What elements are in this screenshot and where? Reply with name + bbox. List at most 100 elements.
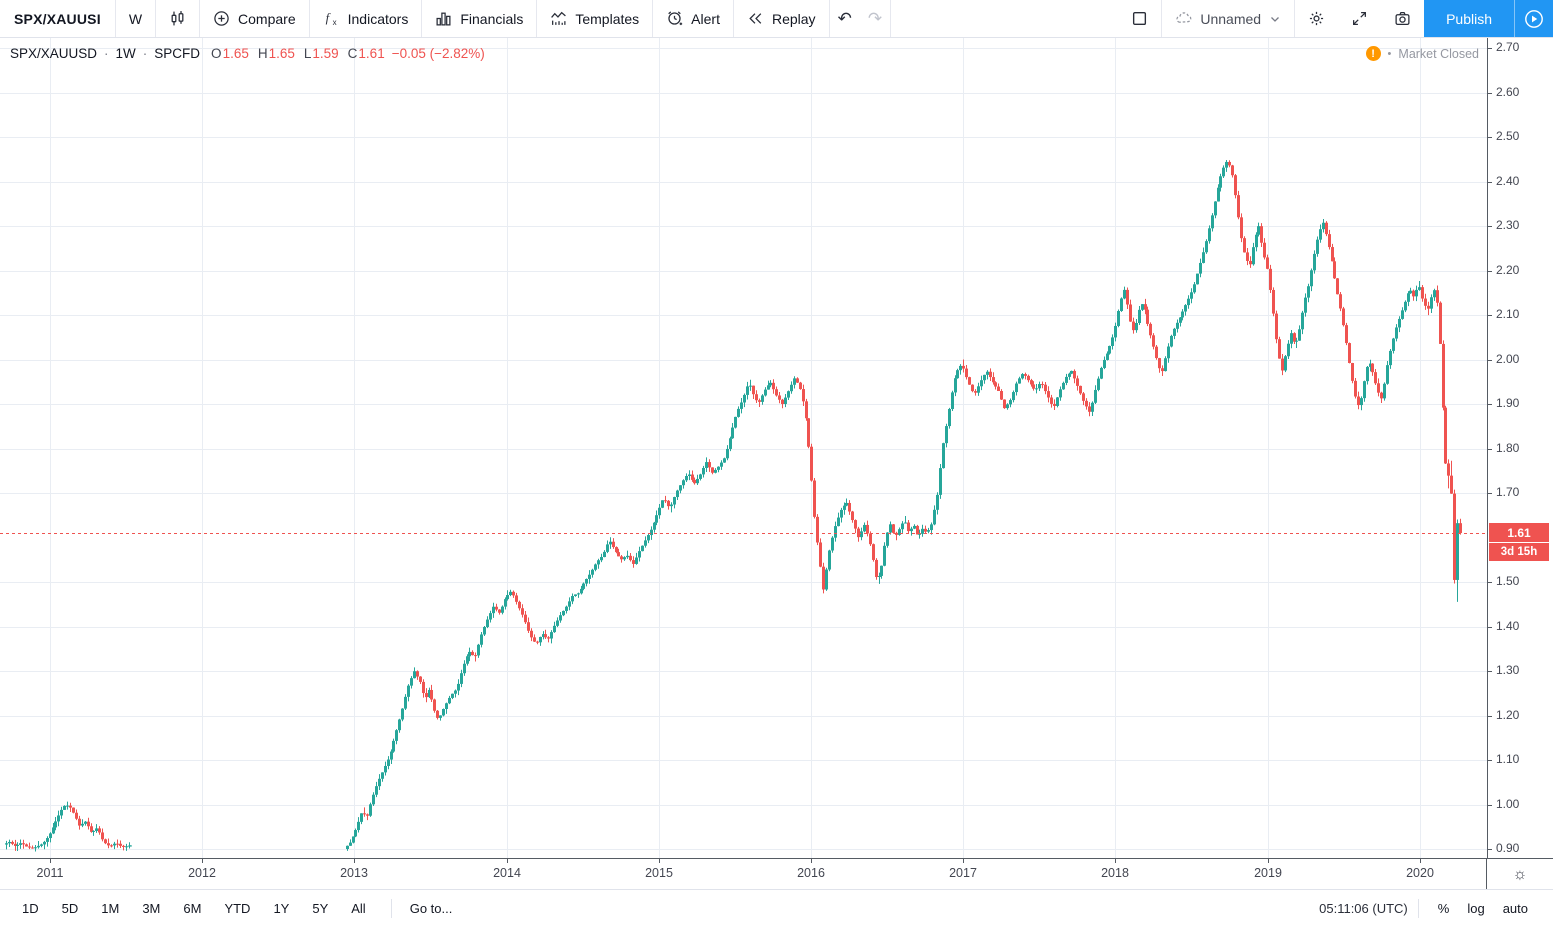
candle-body [113, 843, 116, 846]
candle-body [740, 402, 743, 409]
range-button-5d[interactable]: 5D [61, 900, 79, 916]
candle-body [749, 385, 752, 387]
candle-body [880, 565, 883, 576]
candle-body [1278, 339, 1281, 359]
candle-body [90, 826, 93, 832]
price-tick-mark [1488, 48, 1492, 49]
candle-body [1202, 252, 1205, 263]
symbol-search-button[interactable]: SPX/XAUUSI [14, 10, 101, 27]
price-tick-label: 1.70 [1496, 485, 1520, 499]
candle-body [1307, 286, 1310, 298]
candle-body [942, 443, 945, 469]
publish-button[interactable]: Publish [1424, 0, 1514, 37]
fullscreen-button[interactable] [1338, 0, 1381, 37]
candle-body [1132, 321, 1135, 331]
candle-body [504, 599, 507, 607]
candle-body [454, 690, 457, 694]
market-closed-label: Market Closed [1398, 46, 1479, 61]
candle-body [886, 532, 889, 546]
candle-body [962, 365, 965, 369]
candle-body [582, 583, 585, 589]
range-button-ytd[interactable]: YTD [224, 900, 251, 916]
candle-body [594, 564, 597, 570]
undo-button[interactable]: ↶ [830, 0, 860, 37]
candle-body [87, 821, 90, 827]
candle-body [1068, 373, 1071, 377]
cloud-save-button[interactable]: Unnamed [1162, 0, 1294, 37]
financials-button[interactable]: Financials [422, 0, 536, 37]
indicators-button[interactable]: f x Indicators [310, 0, 422, 37]
ohlc-key: C [347, 46, 358, 61]
play-circle-icon [1525, 9, 1543, 28]
range-button-all[interactable]: All [351, 900, 366, 916]
settings-button[interactable] [1295, 0, 1338, 37]
candle-body [948, 408, 951, 427]
ohlc-legend: SPX/XAUUSD · 1W · SPCFD O 1.65 H 1.65 L 1.59 C… [10, 46, 485, 61]
chart-type-button[interactable] [156, 0, 199, 37]
candle-body [1319, 229, 1322, 240]
alert-button[interactable]: Alert [653, 0, 733, 37]
time-axis[interactable]: ☼ 2011 2012 2013 2014 2015 2016 2017 2018 2019 20… [0, 858, 1553, 890]
chart-pane[interactable]: SPX/XAUUSD · 1W · SPCFD O 1.65 H 1.65 L 1.59 C… [0, 37, 1487, 858]
year-tick-mark [507, 859, 508, 863]
interval-button[interactable]: W [128, 10, 143, 27]
clock-label[interactable]: 05:11:06 (UTC) [1319, 900, 1408, 916]
toolbar-separator [1294, 0, 1296, 37]
range-button-6m[interactable]: 6M [183, 900, 202, 916]
goto-button[interactable]: Go to... [409, 900, 453, 916]
templates-button[interactable]: Templates [537, 0, 652, 37]
redo-button[interactable]: ↷ [860, 0, 890, 37]
candle-body [580, 588, 583, 594]
candle-body [1079, 385, 1082, 394]
candle-body [600, 557, 603, 561]
candle-body [116, 843, 119, 845]
candle-body [1444, 407, 1447, 464]
candle-body [1106, 353, 1109, 360]
range-button-1y[interactable]: 1Y [273, 900, 290, 916]
candle-body [1041, 384, 1044, 386]
candle-body [793, 378, 796, 385]
candle-body [807, 418, 810, 447]
candle-body [410, 678, 413, 686]
candle-body [752, 385, 755, 395]
candle-body [1333, 261, 1336, 279]
range-button-3m[interactable]: 3M [142, 900, 161, 916]
percent-scale-button[interactable]: % [1437, 900, 1450, 916]
candle-body [1389, 350, 1392, 366]
legend-symbol[interactable]: SPX/XAUUSD [10, 46, 98, 61]
candlestick-chart[interactable] [0, 37, 1487, 858]
range-button-1d[interactable]: 1D [22, 900, 39, 916]
range-button-5y[interactable]: 5Y [312, 900, 329, 916]
candle-body [1205, 241, 1208, 253]
ohlc-value: 1.59 [312, 46, 339, 61]
candle-body [28, 846, 31, 848]
layout-button[interactable] [1118, 0, 1161, 37]
candle-body [442, 709, 445, 716]
candle-body [457, 683, 460, 691]
auto-scale-button[interactable]: auto [1502, 900, 1528, 916]
ohlc-values: O 1.65 H 1.65 L 1.59 C 1.61 [211, 46, 385, 61]
price-axis[interactable]: 2.70 2.60 2.50 2.40 2.30 2.20 2.10 2.00 1.90 1.80… [1487, 37, 1553, 858]
compare-button[interactable]: Compare [200, 0, 309, 37]
countdown-label: 3d 15h [1489, 543, 1549, 561]
candle-body [75, 812, 78, 819]
candle-body [574, 594, 577, 597]
candle-body [588, 574, 591, 579]
candle-body [1415, 289, 1418, 297]
candle-body [553, 625, 556, 633]
axis-settings-corner[interactable]: ☼ [1486, 859, 1553, 890]
candle-body [1123, 289, 1126, 299]
log-scale-button[interactable]: log [1467, 900, 1485, 916]
screenshot-button[interactable] [1381, 0, 1424, 37]
candle-body [1208, 228, 1211, 242]
legend-separator: · [142, 46, 148, 61]
range-button-1m[interactable]: 1M [101, 900, 120, 916]
year-tick-mark [1268, 859, 1269, 863]
price-tick-label: 2.10 [1496, 307, 1520, 321]
candle-body [1412, 290, 1415, 297]
candle-body [495, 606, 498, 610]
publish-menu-button[interactable] [1514, 0, 1553, 37]
price-tick-mark [1488, 404, 1492, 405]
replay-button[interactable]: Replay [734, 0, 829, 37]
candle-body [679, 485, 682, 491]
